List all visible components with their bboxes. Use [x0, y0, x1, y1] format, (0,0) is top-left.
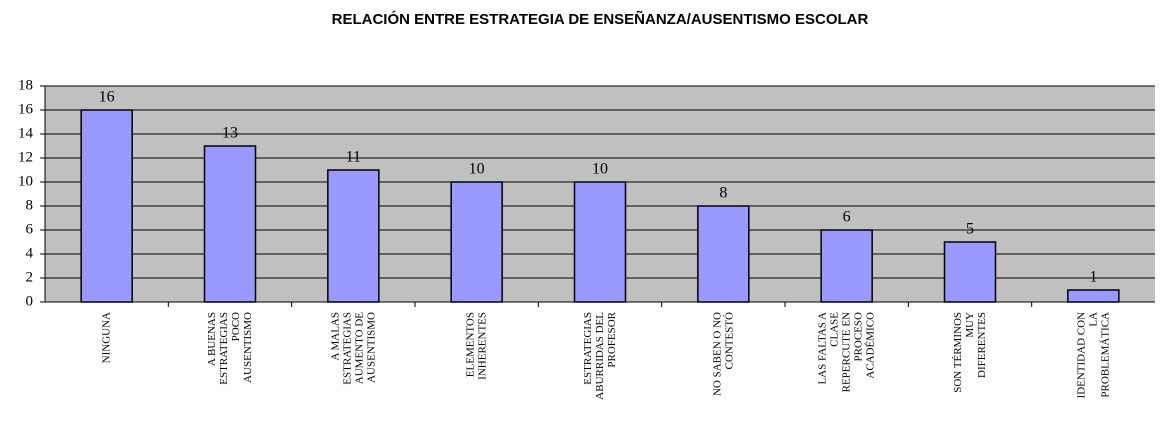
value-label: 8: [719, 185, 727, 202]
x-tick-label: A MALASESTRATEGIASAUMENTO DEAUSENTISMO: [329, 312, 377, 385]
x-tick-label-line: LAS FALTAS A: [816, 312, 828, 385]
x-tick-label-line: NO SABEN O NO: [711, 312, 723, 396]
x-tick-label: NINGUNA: [100, 312, 112, 363]
bar: [80, 109, 133, 303]
y-tick-label: 8: [26, 197, 34, 213]
x-tick-label-line: LA: [1087, 312, 1099, 327]
x-tick-label-line: PROFESOR: [606, 311, 618, 367]
x-tick-label-line: REPERCUTE EN: [840, 312, 852, 392]
x-tick-label: ELEMENTOSINHERENTES: [464, 312, 488, 380]
x-tick-label-line: ESTRATEGIAS: [218, 312, 230, 385]
y-tick-label: 10: [18, 173, 33, 189]
bar: [327, 169, 380, 303]
x-tick-label-line: AUMENTO DE: [353, 312, 365, 384]
bar: [450, 181, 503, 303]
x-tick-label-line: ESTRATEGIAS: [582, 312, 594, 385]
x-tick-label-line: ELEMENTOS: [464, 312, 476, 377]
y-tick-label: 2: [26, 269, 34, 285]
x-tick-label-line: ESTRATEGIAS: [341, 312, 353, 385]
x-tick-label-line: POCO: [230, 312, 242, 341]
x-tick-label-line: NINGUNA: [100, 312, 112, 363]
x-tick-label-line: SON TÉRMINOS: [952, 312, 964, 393]
y-tick-label: 14: [18, 125, 34, 141]
x-tick-label-line: DIFERENTES: [976, 312, 988, 378]
bar: [203, 145, 257, 303]
value-label: 13: [222, 125, 238, 142]
value-label: 1: [1089, 269, 1097, 286]
chart-title: RELACIÓN ENTRE ESTRATEGIA DE ENSEÑANZA/A…: [332, 10, 869, 28]
x-tick-label-line: AUSENTISMO: [242, 312, 254, 383]
y-tick-label: 6: [26, 221, 34, 237]
x-tick-label-line: CONTESTÓ: [723, 312, 735, 370]
x-tick-label: LAS FALTAS ACLASEREPERCUTE ENPROCESOACAD…: [816, 312, 876, 393]
value-label: 10: [592, 161, 608, 178]
bar: [573, 181, 627, 303]
y-tick-label: 12: [18, 149, 33, 165]
bar: [697, 205, 750, 303]
y-tick-label: 16: [18, 101, 34, 117]
x-tick-label-line: PROCESO: [852, 312, 864, 362]
x-tick-label-line: CLASE: [828, 312, 840, 347]
x-tick-label: IDENTIDAD CONLAPROBLEMÁTICA: [1075, 312, 1111, 399]
value-label: 10: [469, 161, 485, 178]
x-tick-label-line: PROBLEMÁTICA: [1099, 312, 1111, 398]
value-label: 11: [346, 149, 361, 166]
x-tick-label: ESTRATEGIASABURRIDAS DELPROFESOR: [582, 311, 618, 399]
value-label: 5: [966, 221, 974, 238]
y-tick-label: 0: [26, 293, 34, 309]
x-tick-label-line: INHERENTES: [476, 312, 488, 380]
x-tick-label-line: MUY: [964, 312, 976, 338]
x-tick-label-line: IDENTIDAD CON: [1075, 312, 1087, 399]
x-tick-label-line: AUSENTISMO: [365, 312, 377, 383]
value-label: 6: [843, 209, 851, 226]
x-tick-label: NO SABEN O NOCONTESTÓ: [711, 312, 735, 396]
y-tick-label: 4: [26, 245, 34, 261]
y-tick-label: 18: [18, 77, 33, 93]
bar: [820, 229, 873, 303]
x-tick-label-line: A MALAS: [329, 312, 341, 361]
x-tick-label: SON TÉRMINOSMUYDIFERENTES: [952, 312, 988, 393]
bar: [943, 241, 997, 303]
x-tick-label-line: A BUENAS: [206, 312, 218, 366]
value-label: 16: [99, 89, 115, 106]
x-tick-label: A BUENASESTRATEGIASPOCOAUSENTISMO: [206, 312, 254, 385]
x-tick-label-line: ACADÉMICO: [864, 312, 876, 379]
x-tick-label-line: ABURRIDAS DEL: [594, 312, 606, 400]
bar: [1067, 289, 1120, 303]
